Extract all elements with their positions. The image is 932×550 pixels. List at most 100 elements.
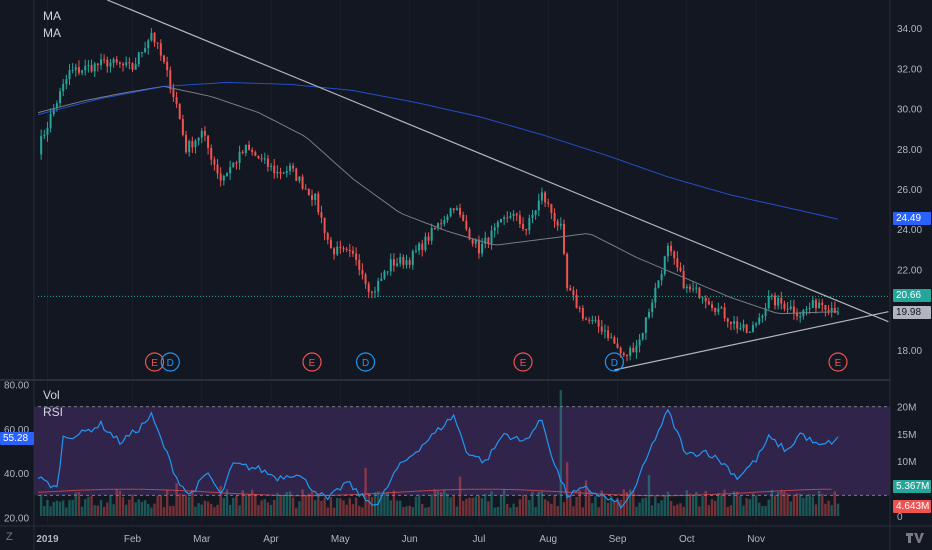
candle-body — [824, 305, 827, 310]
rsi-legend[interactable]: RSI — [43, 405, 64, 419]
volume-bar — [458, 476, 462, 516]
trendlines[interactable] — [107, 0, 889, 371]
candle-body — [122, 63, 125, 66]
vol-legend[interactable]: Vol — [43, 388, 60, 402]
volume-bar — [424, 507, 427, 516]
ma-legend-1[interactable]: MA — [43, 9, 61, 23]
volume-bar — [761, 506, 764, 516]
candle-body — [717, 308, 720, 312]
candle-body — [509, 215, 512, 218]
candle-body — [818, 302, 821, 309]
candle-body — [351, 250, 354, 254]
candle-body — [370, 291, 373, 293]
candle-body — [733, 321, 736, 324]
volume-bar — [641, 498, 644, 516]
volume-bar — [754, 495, 758, 516]
volume-bar — [307, 493, 311, 516]
candle-body — [540, 192, 543, 201]
volume-bar — [61, 500, 65, 516]
candle-body — [292, 165, 295, 169]
candle-body — [704, 297, 707, 302]
volume-bar — [417, 494, 421, 516]
volume-bar — [814, 504, 818, 516]
candle-body — [342, 248, 345, 250]
candle-body — [181, 119, 184, 135]
volume-bar — [452, 495, 455, 516]
scale-toggle-icon[interactable]: Z — [6, 531, 13, 543]
candle-body — [830, 307, 833, 312]
volume-bar — [824, 503, 827, 516]
candle-body — [641, 333, 644, 340]
volume-bar — [358, 505, 361, 516]
volume-bar — [578, 490, 581, 516]
volume-bar — [802, 498, 805, 516]
volume-bar — [565, 462, 569, 516]
volume-bar — [742, 505, 745, 516]
time-tick-label: Mar — [193, 534, 211, 545]
volume-bar — [295, 507, 298, 516]
volume-bar — [613, 501, 616, 516]
candle-body — [301, 176, 304, 189]
candle-body — [531, 214, 534, 219]
candle-body — [707, 301, 710, 305]
candle-body — [481, 243, 484, 254]
volume-bar — [531, 491, 534, 516]
volume-bar — [99, 500, 103, 516]
candle-body — [522, 223, 525, 229]
candle-body — [188, 141, 191, 153]
volume-bar — [465, 498, 468, 516]
volume-bar — [490, 491, 493, 516]
volume-bar — [140, 501, 144, 516]
price-tick-label: 28.00 — [897, 145, 922, 156]
candle-body — [112, 59, 115, 63]
volume-bar — [572, 506, 575, 516]
ma-long-line — [37, 81, 839, 220]
volume-bar — [610, 496, 613, 516]
candle-body — [808, 307, 811, 310]
volume-bar — [632, 490, 635, 516]
time-tick-label: Jun — [402, 534, 418, 545]
candle-body — [745, 324, 748, 333]
candle-body — [241, 151, 244, 154]
candle-body — [688, 286, 691, 290]
candle-body — [46, 127, 49, 136]
volume-bar — [392, 490, 396, 516]
volume-bar — [336, 497, 339, 516]
earnings-marker — [513, 352, 533, 372]
earnings-marker — [828, 352, 848, 372]
candle-body — [468, 229, 471, 240]
candle-body — [408, 260, 411, 265]
candle-body — [729, 321, 732, 324]
volume-bar — [77, 492, 81, 516]
candle-body — [137, 52, 140, 65]
volume-bar — [210, 503, 213, 516]
candle-body — [503, 217, 506, 219]
volume-bar — [792, 494, 796, 516]
candle-body — [62, 84, 65, 92]
candle-body — [153, 32, 156, 43]
volume-bar — [386, 491, 389, 516]
candle-body — [833, 307, 836, 313]
rsi-tick-label: 60.00 — [4, 425, 29, 436]
candle-body — [783, 303, 786, 309]
candle-body — [147, 40, 150, 49]
ma-legend-2[interactable]: MA — [43, 26, 61, 40]
volume-bar — [279, 495, 282, 516]
candle-body — [399, 257, 402, 264]
volume-bar — [550, 503, 553, 516]
time-tick-label: Sep — [609, 534, 627, 545]
volume-bar — [562, 502, 566, 516]
volume-bar — [821, 493, 824, 516]
volume-bar — [726, 507, 729, 516]
volume-bar — [528, 499, 531, 516]
event-label: E — [309, 358, 316, 369]
volume-bar — [121, 497, 125, 516]
candle-body — [603, 330, 606, 332]
candle-body — [575, 294, 578, 308]
volume-bar — [80, 506, 84, 516]
candle-body — [550, 203, 553, 213]
candle-body — [499, 218, 502, 223]
volume-bar — [228, 504, 232, 516]
